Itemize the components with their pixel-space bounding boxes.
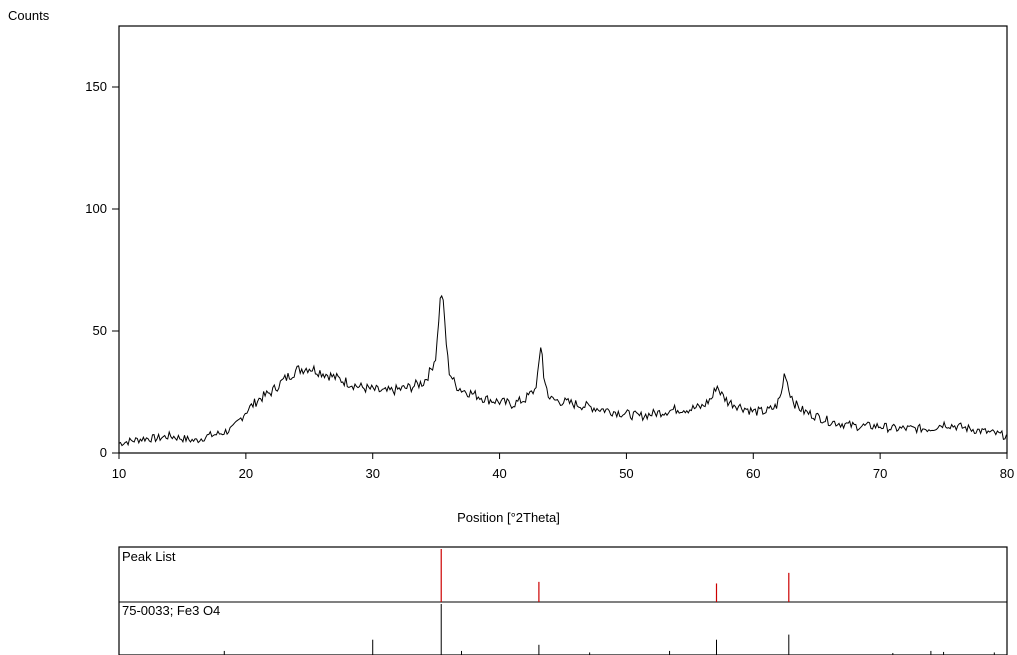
x-tick-label: 60 [746, 466, 760, 481]
x-tick-label: 70 [873, 466, 887, 481]
y-tick-label: 50 [93, 323, 107, 338]
x-tick-label: 50 [619, 466, 633, 481]
y-tick-label: 100 [85, 201, 107, 216]
y-tick-label: 0 [100, 445, 107, 460]
x-tick-label: 10 [112, 466, 126, 481]
peak-list-label: Peak List [122, 549, 176, 564]
x-tick-label: 80 [1000, 466, 1014, 481]
x-tick-label: 40 [492, 466, 506, 481]
x-tick-label: 30 [365, 466, 379, 481]
plot-frame [118, 25, 1008, 454]
y-axis-label: Counts [8, 8, 50, 23]
x-tick-label: 20 [239, 466, 253, 481]
y-tick-label: 150 [85, 79, 107, 94]
x-axis-label: Position [°2Theta] [457, 510, 560, 525]
reference-pattern-label: 75-0033; Fe3 O4 [122, 603, 221, 618]
peak-panel-frame [118, 546, 1008, 655]
diffraction-pattern-line [118, 294, 1007, 447]
